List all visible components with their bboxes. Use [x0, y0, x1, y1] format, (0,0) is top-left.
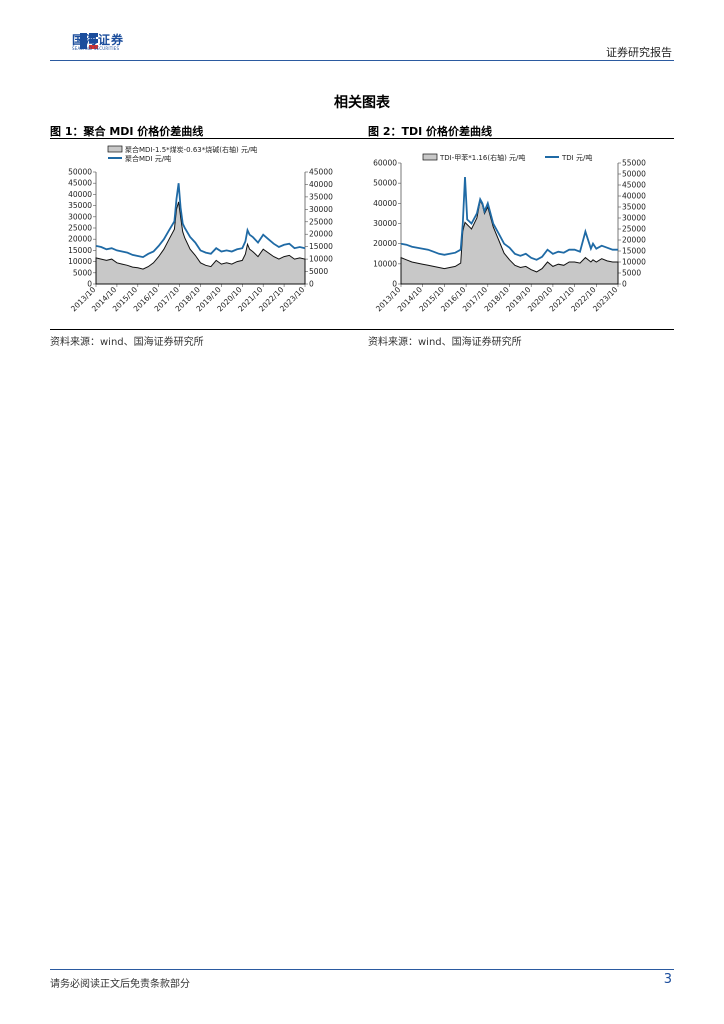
- figure-1-source: 资料来源：wind、国海证券研究所: [50, 337, 204, 348]
- right-tick-label: 25000: [622, 225, 646, 234]
- right-tick-label: 55000: [622, 159, 646, 168]
- figure-2-title: 图 2：TDI 价格价差曲线: [368, 125, 493, 138]
- footer-divider: [50, 969, 674, 970]
- right-tick-label: 40000: [309, 180, 333, 189]
- company-logo: [80, 33, 98, 49]
- right-tick-label: 0: [622, 280, 627, 289]
- right-tick-label: 45000: [309, 168, 333, 177]
- left-tick-label: 50000: [68, 168, 92, 177]
- series-area-spread: [95, 201, 306, 285]
- legend-label-area: 聚合MDI-1.5*煤炭-0.63*烧碱(右轴) 元/吨: [125, 145, 257, 154]
- left-tick-label: 20000: [373, 239, 397, 248]
- figure-title-divider: [50, 138, 674, 139]
- page-number: 3: [663, 972, 672, 987]
- right-tick-label: 15000: [309, 242, 333, 251]
- right-tick-label: 20000: [622, 236, 646, 245]
- left-tick-label: 40000: [373, 199, 397, 208]
- right-tick-label: 10000: [622, 258, 646, 267]
- header-divider: [50, 60, 674, 61]
- section-title: 相关图表: [334, 95, 390, 111]
- right-tick-label: 30000: [309, 205, 333, 214]
- figure-2-chart: 0 10000 20000 30000 40000 50000 60000 0 5000 1000…: [373, 153, 646, 313]
- left-tick-label: 20000: [68, 235, 92, 244]
- figure-1-title: 图 1：聚合 MDI 价格价差曲线: [50, 125, 204, 138]
- left-tick-label: 10000: [68, 257, 92, 266]
- left-tick-label: 30000: [68, 212, 92, 221]
- left-tick-label: 50000: [373, 179, 397, 188]
- right-tick-label: 45000: [622, 181, 646, 190]
- report-type-label: 证券研究报告: [606, 46, 672, 59]
- left-tick-label: 40000: [68, 190, 92, 199]
- right-tick-label: 5000: [309, 267, 328, 276]
- right-tick-label: 20000: [309, 230, 333, 239]
- left-tick-label: 15000: [68, 246, 92, 255]
- right-tick-label: 0: [309, 280, 314, 289]
- right-tick-label: 50000: [622, 170, 646, 179]
- source-divider: [50, 329, 674, 330]
- figure-1-chart: 0 5000 10000 15000 20000 25000 30000 35000 40000…: [68, 145, 333, 313]
- right-tick-label: 30000: [622, 214, 646, 223]
- legend-swatch-area: [422, 153, 438, 161]
- series-line-price: [95, 183, 306, 259]
- left-tick-label: 25000: [68, 224, 92, 233]
- left-tick-label: 5000: [73, 268, 92, 277]
- logo-text: 国海证券: [72, 33, 125, 47]
- left-tick-label: 0: [392, 280, 397, 289]
- left-tick-label: 0: [87, 280, 92, 289]
- footer-disclaimer: 请务必阅读正文后免责条款部分: [50, 979, 190, 990]
- legend-label-line: 聚合MDI 元/吨: [125, 154, 171, 163]
- left-tick-label: 10000: [373, 259, 397, 268]
- legend-label-area: TDI-甲苯*1.16(右轴) 元/吨: [439, 153, 525, 162]
- legend-label-line: TDI 元/吨: [561, 153, 592, 162]
- right-tick-label: 35000: [309, 192, 333, 201]
- right-tick-label: 35000: [622, 203, 646, 212]
- left-tick-label: 60000: [373, 159, 397, 168]
- right-tick-label: 40000: [622, 192, 646, 201]
- left-tick-label: 45000: [68, 179, 92, 188]
- right-tick-label: 15000: [622, 247, 646, 256]
- right-tick-label: 25000: [309, 217, 333, 226]
- logo-subtext: SEALAND SECURITIES: [72, 46, 120, 51]
- left-tick-label: 35000: [68, 201, 92, 210]
- left-tick-label: 30000: [373, 219, 397, 228]
- legend-swatch-area: [107, 145, 123, 153]
- series-area-spread: [400, 198, 619, 285]
- series-line-price: [400, 177, 618, 261]
- figure-2-source: 资料来源：wind、国海证券研究所: [368, 337, 522, 348]
- right-tick-label: 10000: [309, 255, 333, 264]
- right-tick-label: 5000: [622, 269, 641, 278]
